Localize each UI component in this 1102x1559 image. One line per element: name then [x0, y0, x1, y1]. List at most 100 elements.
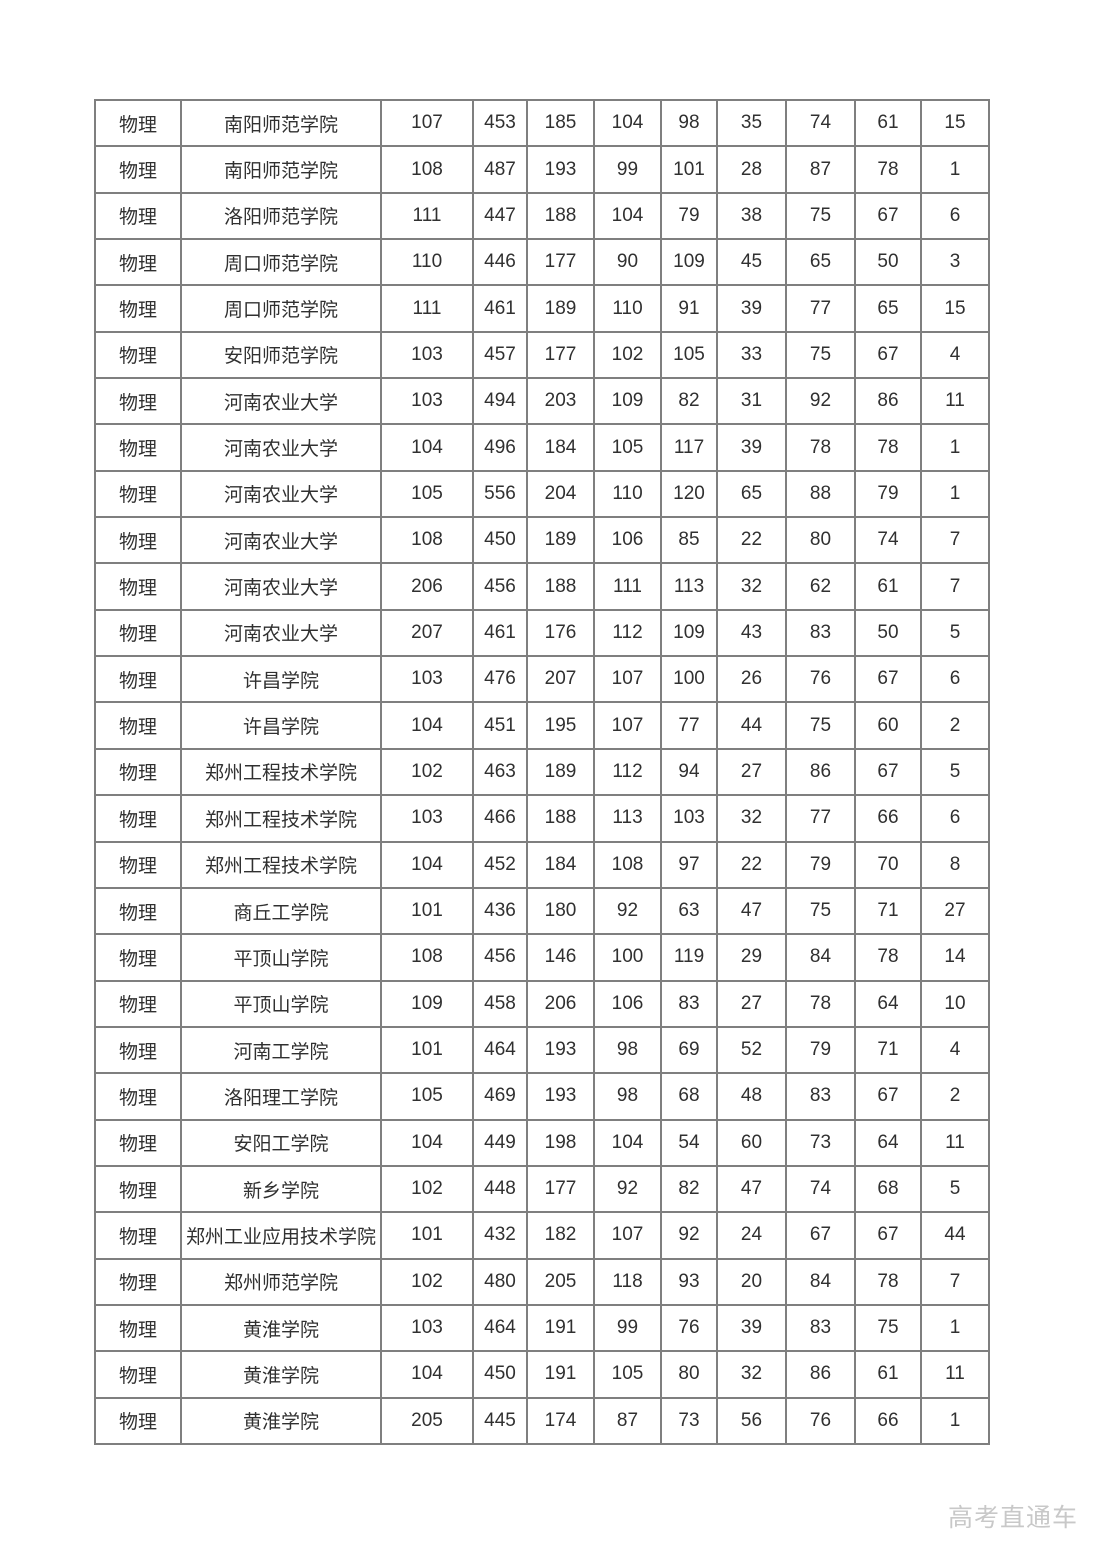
- score-cell: 105: [593, 1350, 662, 1399]
- score-cell: 117: [660, 423, 718, 472]
- score-cell: 556: [472, 469, 528, 519]
- code-cell: 101: [380, 886, 474, 936]
- score-cell: 188: [526, 562, 595, 611]
- score-cell: 452: [472, 840, 528, 889]
- score-cell: 6: [920, 794, 990, 843]
- table-row: 物理 郑州师范学院 102 480 205 118 93 20 84 78 7: [94, 1257, 990, 1306]
- score-cell: 82: [660, 377, 718, 426]
- school-cell: 南阳师范学院: [180, 145, 382, 194]
- subject-cell: 物理: [94, 562, 182, 611]
- score-cell: 67: [854, 655, 922, 704]
- score-cell: 74: [785, 98, 856, 148]
- score-cell: 87: [593, 1396, 662, 1446]
- score-cell: 461: [472, 284, 528, 333]
- score-cell: 6: [920, 191, 990, 241]
- score-cell: 75: [785, 886, 856, 936]
- score-cell: 94: [660, 747, 718, 797]
- score-cell: 445: [472, 1396, 528, 1446]
- score-cell: 27: [716, 747, 787, 797]
- score-cell: 206: [526, 979, 595, 1028]
- score-cell: 75: [854, 1303, 922, 1353]
- score-cell: 39: [716, 284, 787, 333]
- score-cell: 79: [854, 469, 922, 519]
- code-cell: 104: [380, 1350, 474, 1399]
- score-cell: 177: [526, 238, 595, 287]
- subject-cell: 物理: [94, 933, 182, 982]
- table-row: 物理 河南农业大学 207 461 176 112 109 43 83 50 5: [94, 608, 990, 658]
- score-cell: 185: [526, 98, 595, 148]
- table-row: 物理 郑州工程技术学院 104 452 184 108 97 22 79 70 8: [94, 840, 990, 889]
- code-cell: 104: [380, 701, 474, 750]
- table-row: 物理 南阳师范学院 107 453 185 104 98 35 74 61 15: [94, 98, 990, 148]
- score-cell: 184: [526, 840, 595, 889]
- score-cell: 82: [660, 1164, 718, 1214]
- score-cell: 73: [660, 1396, 718, 1446]
- score-cell: 50: [854, 608, 922, 658]
- score-cell: 102: [593, 330, 662, 380]
- score-cell: 111: [593, 562, 662, 611]
- score-cell: 48: [716, 1072, 787, 1121]
- code-cell: 206: [380, 562, 474, 611]
- score-cell: 67: [785, 1211, 856, 1260]
- subject-cell: 物理: [94, 284, 182, 333]
- score-cell: 100: [593, 933, 662, 982]
- code-cell: 108: [380, 516, 474, 565]
- score-cell: 64: [854, 1118, 922, 1167]
- subject-cell: 物理: [94, 655, 182, 704]
- score-cell: 80: [785, 516, 856, 565]
- score-cell: 79: [660, 191, 718, 241]
- subject-cell: 物理: [94, 377, 182, 426]
- score-cell: 22: [716, 516, 787, 565]
- score-cell: 5: [920, 747, 990, 797]
- score-cell: 28: [716, 145, 787, 194]
- score-cell: 85: [660, 516, 718, 565]
- code-cell: 104: [380, 1118, 474, 1167]
- score-cell: 494: [472, 377, 528, 426]
- score-cell: 83: [785, 608, 856, 658]
- score-cell: 60: [854, 701, 922, 750]
- score-cell: 188: [526, 191, 595, 241]
- score-cell: 487: [472, 145, 528, 194]
- score-cell: 112: [593, 608, 662, 658]
- score-cell: 64: [854, 979, 922, 1028]
- score-cell: 457: [472, 330, 528, 380]
- score-cell: 73: [785, 1118, 856, 1167]
- score-cell: 1: [920, 469, 990, 519]
- score-cell: 6: [920, 655, 990, 704]
- subject-cell: 物理: [94, 1025, 182, 1075]
- subject-cell: 物理: [94, 1396, 182, 1446]
- score-cell: 92: [785, 377, 856, 426]
- score-cell: 184: [526, 423, 595, 472]
- score-cell: 52: [716, 1025, 787, 1075]
- score-cell: 65: [854, 284, 922, 333]
- score-cell: 203: [526, 377, 595, 426]
- school-cell: 周口师范学院: [180, 238, 382, 287]
- score-cell: 191: [526, 1303, 595, 1353]
- score-cell: 75: [785, 191, 856, 241]
- score-cell: 11: [920, 1350, 990, 1399]
- school-cell: 南阳师范学院: [180, 98, 382, 148]
- code-cell: 111: [380, 191, 474, 241]
- code-cell: 107: [380, 98, 474, 148]
- score-cell: 68: [660, 1072, 718, 1121]
- score-cell: 193: [526, 145, 595, 194]
- score-cell: 77: [660, 701, 718, 750]
- score-cell: 70: [854, 840, 922, 889]
- code-cell: 108: [380, 933, 474, 982]
- score-cell: 78: [854, 423, 922, 472]
- table-row: 物理 河南农业大学 206 456 188 111 113 32 62 61 7: [94, 562, 990, 611]
- score-cell: 14: [920, 933, 990, 982]
- subject-cell: 物理: [94, 423, 182, 472]
- score-cell: 39: [716, 1303, 787, 1353]
- score-cell: 92: [593, 1164, 662, 1214]
- score-cell: 32: [716, 562, 787, 611]
- code-cell: 103: [380, 1303, 474, 1353]
- score-cell: 27: [920, 886, 990, 936]
- score-cell: 67: [854, 191, 922, 241]
- score-cell: 83: [785, 1072, 856, 1121]
- school-cell: 郑州工程技术学院: [180, 840, 382, 889]
- score-cell: 107: [593, 701, 662, 750]
- score-cell: 76: [785, 1396, 856, 1446]
- score-cell: 80: [660, 1350, 718, 1399]
- table-row: 物理 郑州工程技术学院 103 466 188 113 103 32 77 66 6: [94, 794, 990, 843]
